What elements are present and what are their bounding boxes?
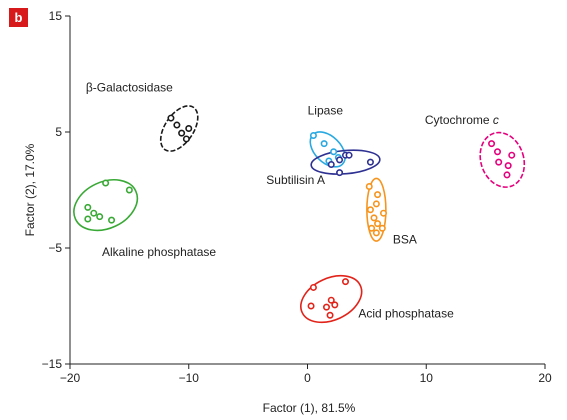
data-point [90, 209, 98, 217]
y-tick-label: 15 [49, 9, 63, 23]
cluster-labels: β-Galactosidase Lipase Subtilisin A Cytochr… [86, 80, 499, 320]
panel-badge: b [9, 8, 28, 27]
data-point [331, 301, 339, 309]
data-point [327, 296, 335, 304]
panel-badge-background [9, 8, 28, 27]
data-point [365, 183, 373, 191]
y-tick-label: −5 [48, 241, 62, 255]
label-subtilisin-a: Subtilisin A [266, 173, 325, 187]
ellipse-bsa [366, 177, 387, 242]
x-tick-label: −10 [179, 371, 200, 385]
cluster-ellipses [73, 105, 526, 324]
label-alkaline-phosphatase: Alkaline phosphatase [102, 245, 216, 259]
panel-letter: b [15, 10, 23, 25]
y-tick-label: 5 [55, 125, 62, 139]
series-galactosidase [167, 114, 193, 143]
x-tick-label: 0 [304, 371, 311, 385]
data-point [374, 191, 382, 199]
y-tick-label: −15 [42, 357, 63, 371]
data-point [307, 302, 315, 310]
data-point [309, 283, 317, 291]
label-acid-phosphatase: Acid phosphatase [358, 307, 454, 321]
data-point [173, 121, 181, 129]
ellipse-subtilisin-a [310, 149, 381, 175]
data-point [84, 215, 92, 223]
x-tick-label: 10 [420, 371, 434, 385]
series-acid-phosphatase [307, 278, 349, 319]
data-point [182, 135, 190, 143]
x-tick-label: −20 [60, 371, 81, 385]
data-point [503, 171, 511, 179]
data-point [125, 186, 133, 194]
data-point [336, 169, 344, 177]
data-point [330, 148, 338, 156]
data-point [372, 200, 380, 208]
data-point [320, 140, 328, 148]
data-point [178, 129, 186, 137]
data-point [345, 151, 353, 159]
label-galactosidase: β-Galactosidase [86, 80, 173, 94]
data-point [370, 214, 378, 222]
data-point [488, 140, 496, 148]
series-subtilisin-a [327, 151, 374, 177]
plot-area [69, 16, 545, 365]
data-point [108, 216, 116, 224]
x-axis-ticks: −20 −10 0 10 20 [60, 364, 552, 385]
ellipse-alkaline-phosphatase [73, 178, 139, 232]
data-point [326, 311, 334, 319]
data-point [322, 303, 330, 311]
series-bsa [365, 183, 387, 237]
data-point [96, 213, 104, 221]
data-point [493, 148, 501, 156]
data-point [84, 203, 92, 211]
label-lipase: Lipase [308, 104, 344, 118]
series-cytochrome-c [488, 140, 516, 179]
data-point [366, 158, 374, 166]
data-point [102, 179, 110, 187]
data-point [185, 125, 193, 133]
ellipse-cytochrome-c [479, 131, 526, 188]
series-alkaline-phosphatase [84, 179, 133, 224]
data-point [508, 151, 516, 159]
y-axis-ticks: −15 −5 5 15 [42, 9, 70, 371]
data-point [366, 206, 374, 214]
data-points [84, 114, 516, 319]
data-point [309, 131, 317, 139]
data-point [379, 209, 387, 217]
data-point [374, 220, 382, 228]
label-cytochrome-c: Cytochrome c [425, 113, 499, 127]
data-point [372, 229, 380, 237]
data-point [341, 278, 349, 286]
ellipse-galactosidase [159, 105, 199, 152]
data-point [495, 158, 503, 166]
data-point [378, 224, 386, 232]
data-point [336, 156, 344, 164]
ellipse-acid-phosphatase [300, 274, 363, 324]
label-bsa: BSA [393, 232, 417, 246]
data-point [167, 114, 175, 122]
data-point [327, 160, 335, 168]
y-axis-title: Factor (2), 17.0% [23, 143, 37, 236]
data-point [504, 162, 512, 170]
data-point [368, 224, 376, 232]
x-axis-title: Factor (1), 81.5% [263, 401, 356, 415]
x-tick-label: 20 [538, 371, 552, 385]
